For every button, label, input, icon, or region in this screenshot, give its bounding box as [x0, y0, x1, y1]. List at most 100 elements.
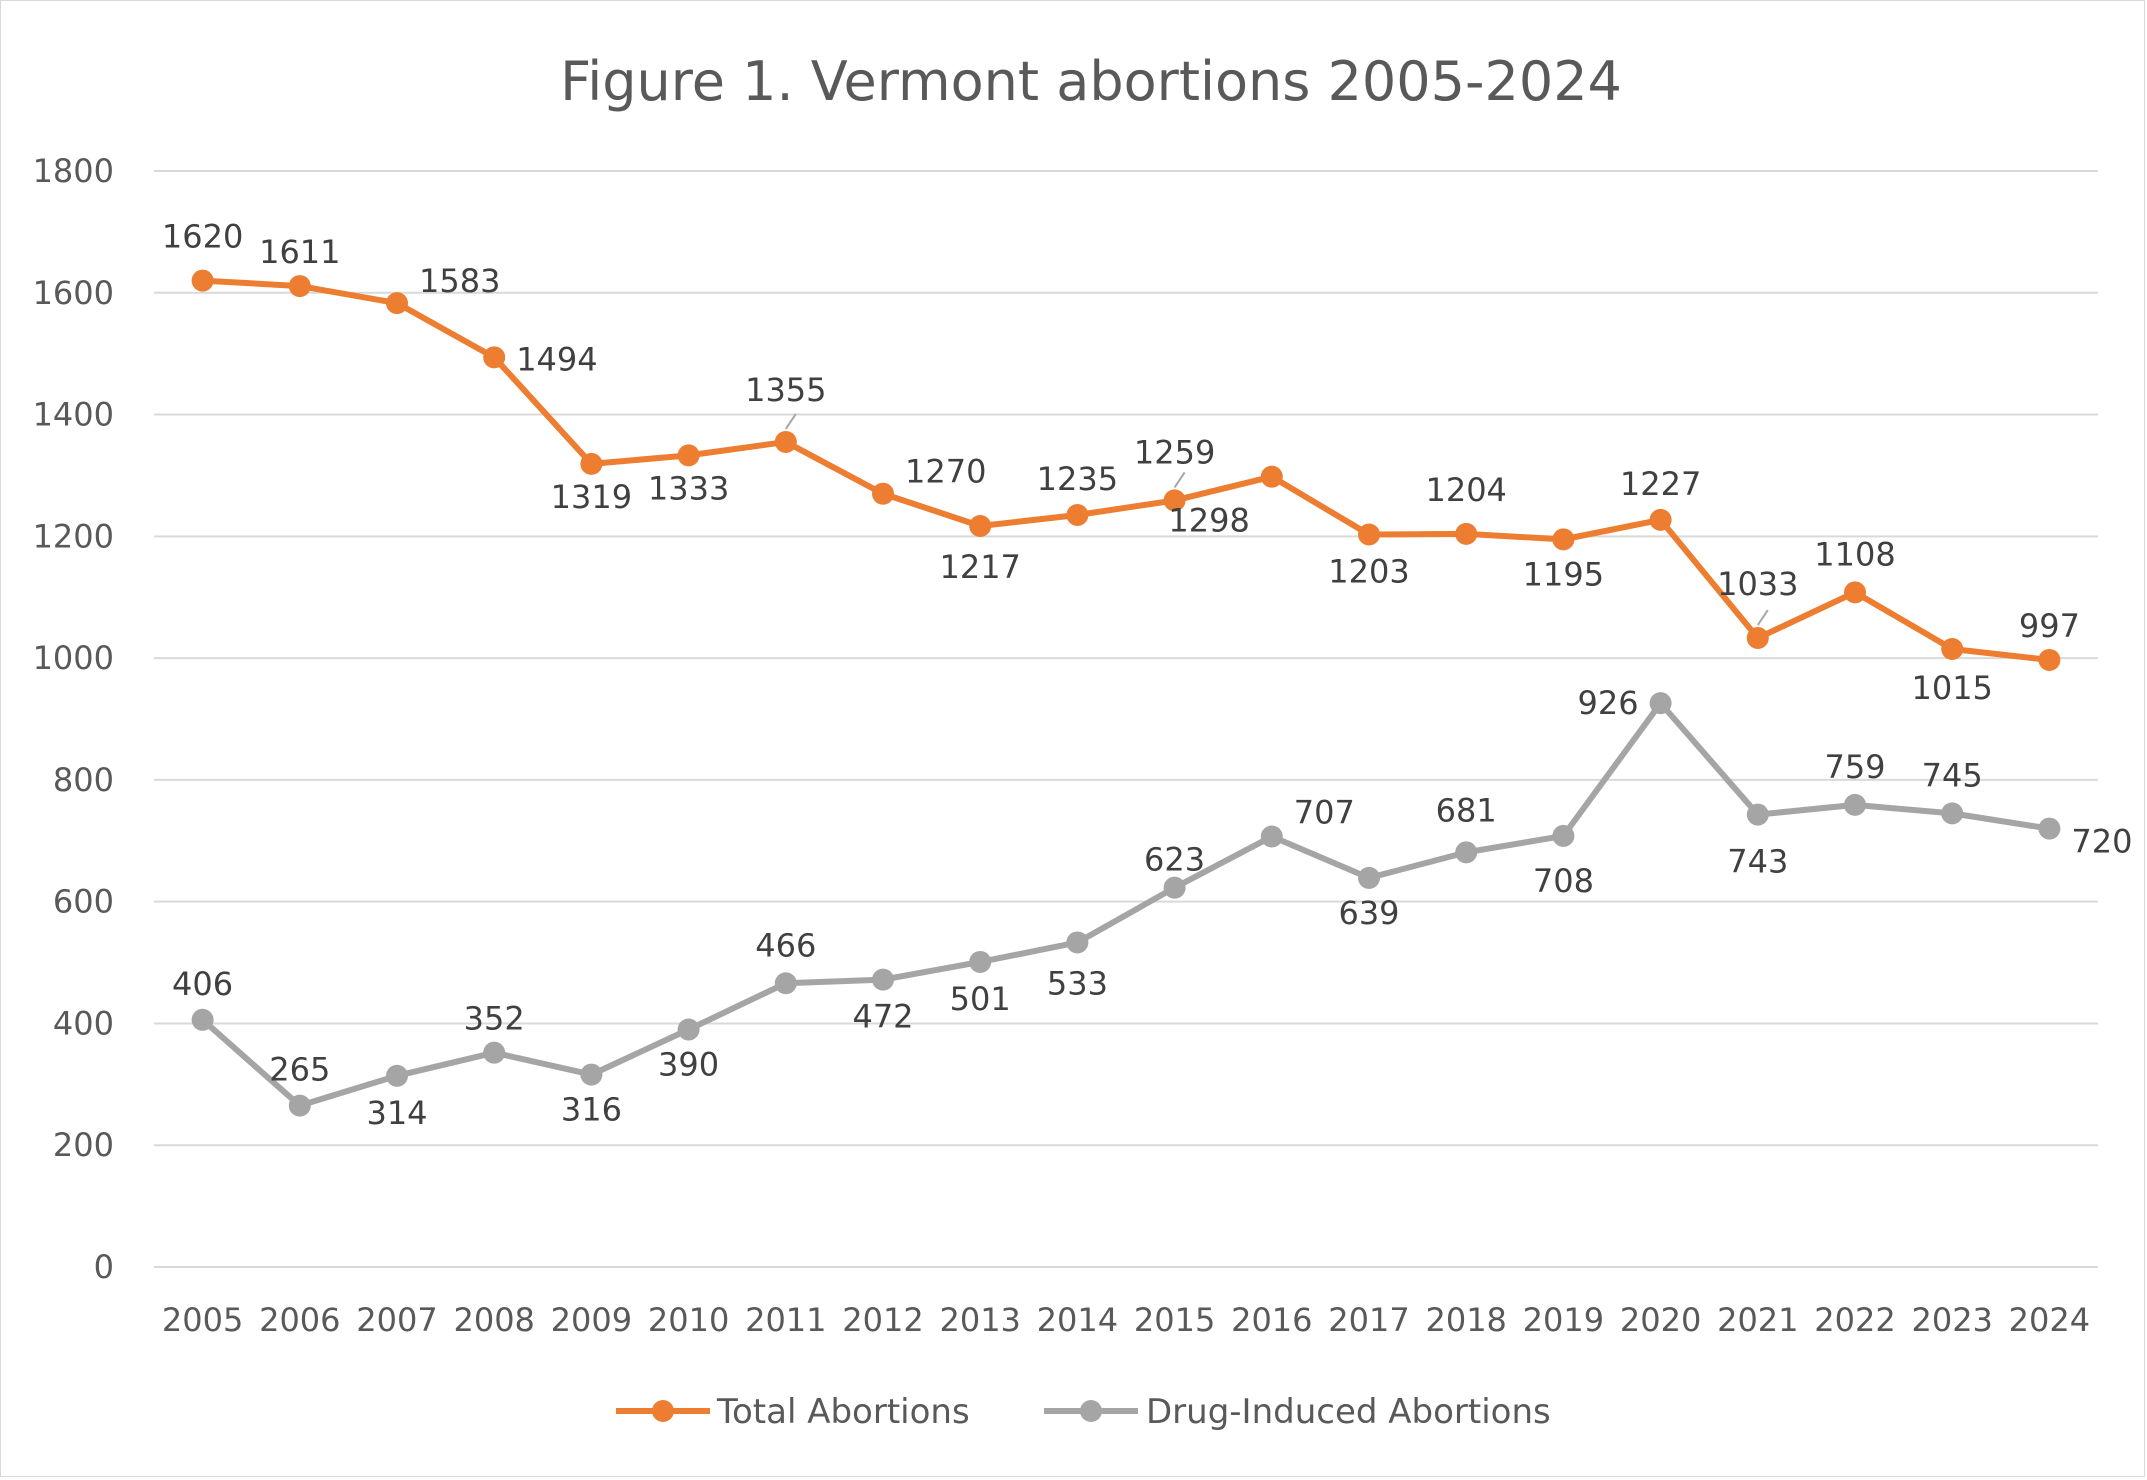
- data-label: 720: [2071, 823, 2132, 861]
- data-point: [191, 269, 214, 292]
- x-tick-label: 2015: [1134, 1301, 1215, 1339]
- data-point: [1260, 465, 1283, 488]
- x-tick-label: 2020: [1620, 1301, 1701, 1339]
- data-label: 639: [1338, 894, 1399, 932]
- x-tick-label: 2012: [842, 1301, 923, 1339]
- data-label: 1620: [162, 218, 243, 256]
- data-label: 501: [950, 980, 1011, 1018]
- data-label: 466: [755, 926, 816, 964]
- series-line: [202, 277, 2050, 663]
- data-point: [1746, 803, 1769, 826]
- data-label: 1270: [905, 453, 986, 491]
- data-point: [1358, 523, 1380, 546]
- data-point: [288, 275, 311, 298]
- data-point: [1066, 504, 1089, 527]
- data-label: 745: [1922, 756, 1983, 794]
- y-tick-label: 200: [53, 1126, 114, 1164]
- data-point: [1941, 802, 1964, 825]
- x-tick-label: 2008: [453, 1301, 534, 1339]
- x-tick-label: 2019: [1523, 1301, 1604, 1339]
- legend-marker: [1080, 1400, 1102, 1422]
- data-label: 1204: [1425, 471, 1506, 509]
- data-point: [1746, 627, 1769, 650]
- data-label: 314: [366, 1094, 427, 1132]
- legend-item-drug-induced-abortions: Drug-Induced Abortions: [1044, 1392, 1551, 1432]
- data-point: [580, 1063, 603, 1086]
- x-tick-label: 2022: [1814, 1301, 1895, 1339]
- y-tick-label: 1600: [33, 274, 114, 312]
- data-label: 1108: [1814, 535, 1895, 573]
- y-tick-label: 0: [94, 1248, 114, 1286]
- data-point: [1941, 637, 1964, 660]
- series-drug-induced-abortions: [191, 692, 2061, 1117]
- data-point: [1649, 692, 1672, 715]
- y-tick-label: 1200: [33, 517, 114, 555]
- data-point: [2038, 648, 2061, 671]
- data-point: [1163, 489, 1186, 512]
- data-label: 1611: [259, 233, 340, 271]
- data-point: [2038, 817, 2061, 840]
- series-total-abortions: [191, 269, 2061, 671]
- x-axis: 2005 2006 2007 2008 2009 2010 2011 2012 2013 2014…: [162, 1301, 2090, 1339]
- leader-line: [784, 413, 797, 430]
- data-label: 1227: [1620, 465, 1701, 503]
- data-label: 1319: [551, 478, 632, 516]
- series-area: [191, 269, 2061, 1117]
- series-line: [200, 700, 2050, 1109]
- data-label: 1355: [745, 371, 826, 409]
- data-point: [386, 1064, 408, 1087]
- data-point: [1552, 528, 1575, 551]
- x-tick-label: 2009: [551, 1301, 632, 1339]
- data-label: 623: [1144, 841, 1205, 879]
- data-label: 472: [852, 998, 913, 1036]
- x-tick-label: 2016: [1231, 1301, 1312, 1339]
- x-tick-label: 2018: [1425, 1301, 1506, 1339]
- data-point: [677, 444, 700, 467]
- x-tick-label: 2024: [2009, 1301, 2090, 1339]
- data-point: [483, 1041, 506, 1064]
- y-tick-label: 1400: [33, 396, 114, 434]
- x-tick-label: 2021: [1717, 1301, 1798, 1339]
- data-label: 926: [1578, 684, 1639, 722]
- data-labels: 1620 1611 1583 1494 1319 1333 1355 1270 1217 1235…: [162, 218, 2133, 1132]
- data-label: 1015: [1911, 669, 1992, 707]
- y-tick-label: 600: [53, 883, 114, 921]
- data-point: [1358, 866, 1380, 889]
- data-label: 997: [2019, 607, 2080, 645]
- data-label: 1259: [1134, 433, 1215, 471]
- x-tick-label: 2010: [648, 1301, 729, 1339]
- y-tick-label: 1800: [33, 152, 114, 190]
- data-label: 1494: [516, 340, 597, 378]
- data-point: [1066, 931, 1089, 954]
- data-point: [1844, 581, 1866, 604]
- data-label: 1203: [1328, 553, 1409, 591]
- x-tick-label: 2017: [1328, 1301, 1409, 1339]
- data-point: [580, 452, 603, 475]
- data-label: 681: [1436, 791, 1497, 829]
- data-point: [1455, 522, 1478, 545]
- data-label: 759: [1824, 748, 1885, 786]
- y-tick-label: 1000: [33, 639, 114, 677]
- data-point: [969, 950, 992, 973]
- data-label: 352: [464, 1000, 525, 1038]
- leader-line: [1173, 471, 1186, 488]
- x-tick-label: 2005: [162, 1301, 243, 1339]
- x-tick-label: 2023: [1911, 1301, 1992, 1339]
- legend-label: Drug-Induced Abortions: [1146, 1392, 1551, 1432]
- data-label: 1033: [1717, 565, 1798, 603]
- data-point: [1844, 793, 1866, 816]
- data-point: [191, 1008, 214, 1031]
- data-point: [1260, 825, 1283, 848]
- legend: Total Abortions Drug-Induced Abortions: [616, 1392, 1551, 1432]
- x-tick-label: 2014: [1037, 1301, 1118, 1339]
- x-tick-label: 2006: [259, 1301, 340, 1339]
- data-point: [872, 968, 894, 991]
- data-label: 390: [658, 1046, 719, 1084]
- x-tick-label: 2013: [939, 1301, 1020, 1339]
- data-label: 1195: [1523, 555, 1604, 593]
- y-tick-label: 400: [53, 1004, 114, 1042]
- legend-item-total-abortions: Total Abortions: [616, 1392, 970, 1432]
- leader-line: [1756, 609, 1769, 626]
- data-label: 1235: [1037, 460, 1118, 498]
- data-point: [1455, 841, 1478, 864]
